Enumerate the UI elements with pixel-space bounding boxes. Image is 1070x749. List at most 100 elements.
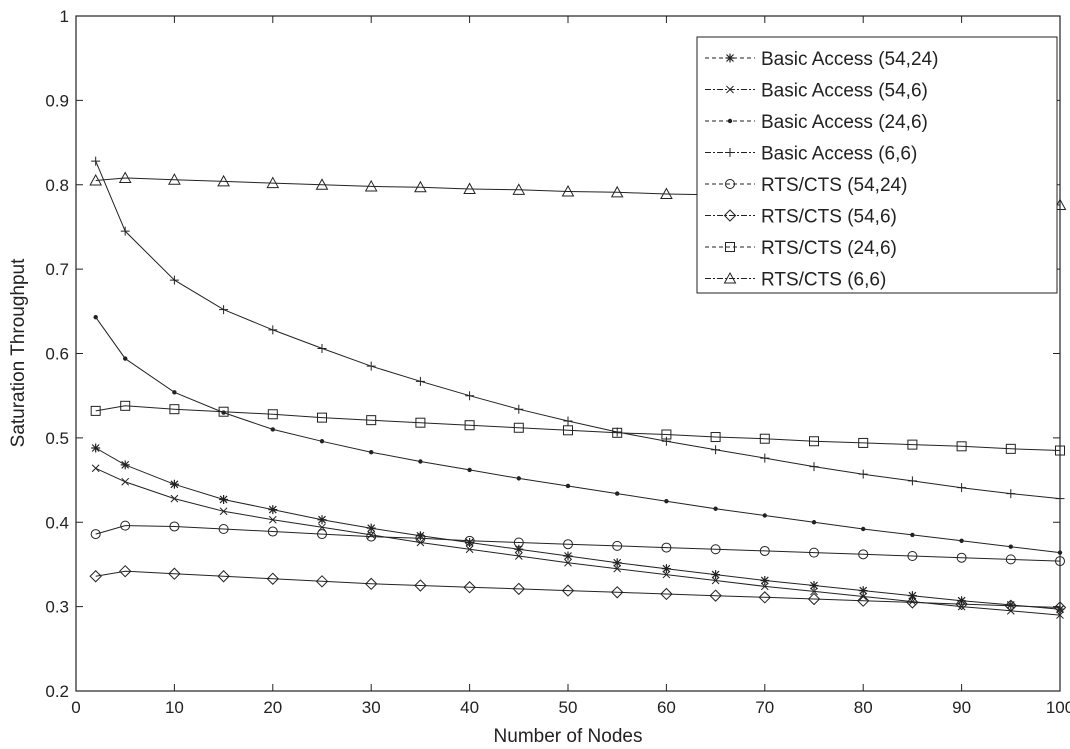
dot-marker bbox=[727, 118, 733, 124]
x-tick-label: 0 bbox=[71, 698, 80, 717]
diamond-marker bbox=[118, 564, 132, 578]
dot-marker bbox=[516, 476, 521, 481]
plus-marker bbox=[415, 376, 425, 386]
star-marker bbox=[725, 53, 735, 63]
dot-marker bbox=[910, 532, 915, 538]
plus-marker bbox=[169, 275, 179, 285]
circle-marker bbox=[120, 520, 131, 531]
diamond-marker bbox=[955, 597, 968, 611]
dot-marker bbox=[221, 410, 226, 415]
star-marker bbox=[366, 523, 376, 533]
star-marker bbox=[858, 586, 868, 596]
square-marker bbox=[90, 405, 101, 416]
x-axis-label: Number of Nodes bbox=[494, 726, 643, 747]
circle-marker bbox=[759, 545, 770, 556]
square-marker bbox=[120, 400, 131, 411]
x-tick-label: 20 bbox=[263, 698, 282, 717]
plus-marker bbox=[725, 148, 735, 157]
plus-marker bbox=[809, 462, 819, 472]
square-marker bbox=[169, 404, 180, 415]
legend: Basic Access (54,24) Basic Access (54,6) B… bbox=[696, 36, 1058, 294]
legend-label: Basic Access (54,6) bbox=[761, 81, 928, 102]
circle-marker bbox=[725, 179, 735, 189]
plus-marker bbox=[366, 361, 376, 371]
x-tick-label: 100 bbox=[1046, 698, 1070, 717]
diamond-marker bbox=[414, 579, 427, 592]
legend-entry: RTS/CTS (24,6) bbox=[705, 238, 897, 259]
plus-marker bbox=[317, 343, 327, 353]
circle-marker bbox=[366, 531, 377, 542]
x-marker bbox=[1056, 611, 1064, 619]
star-marker bbox=[219, 494, 229, 504]
diamond-marker bbox=[660, 587, 673, 601]
square-marker bbox=[415, 417, 426, 428]
plus-marker bbox=[268, 325, 278, 335]
x-marker bbox=[219, 507, 228, 516]
diamond-marker bbox=[266, 572, 280, 585]
plus-marker bbox=[219, 305, 229, 315]
plus-marker bbox=[858, 469, 868, 479]
triangle-marker bbox=[266, 176, 280, 189]
circle-marker bbox=[809, 547, 819, 558]
star-marker bbox=[465, 538, 475, 547]
x-marker bbox=[465, 545, 474, 554]
diamond-marker bbox=[807, 592, 821, 606]
plus-marker bbox=[91, 156, 101, 166]
y-axis-label: Saturation Throughput bbox=[8, 258, 29, 447]
legend-label: RTS/CTS (6,6) bbox=[761, 270, 886, 291]
x-tick-label: 10 bbox=[165, 698, 184, 717]
x-tick-label: 80 bbox=[854, 698, 873, 717]
star-marker bbox=[661, 564, 671, 574]
legend-entry: RTS/CTS (54,6) bbox=[705, 207, 897, 228]
square-marker bbox=[1055, 445, 1065, 456]
circle-marker bbox=[907, 551, 918, 561]
dot-marker bbox=[1008, 544, 1013, 549]
legend-entry: Basic Access (54,6) bbox=[705, 81, 928, 102]
legend-entry: RTS/CTS (6,6) bbox=[705, 270, 886, 291]
circle-marker bbox=[415, 533, 426, 544]
circle-marker bbox=[464, 535, 475, 546]
square-marker bbox=[317, 412, 327, 423]
star-marker bbox=[1055, 604, 1065, 614]
circle-marker bbox=[90, 529, 101, 540]
plus-marker bbox=[957, 483, 967, 493]
x-marker bbox=[810, 587, 818, 596]
y-tick-label: 0.9 bbox=[45, 91, 69, 110]
x-marker bbox=[121, 477, 130, 486]
x-marker bbox=[564, 558, 572, 567]
circle-marker bbox=[956, 552, 967, 563]
circle-marker bbox=[513, 537, 524, 548]
square-marker bbox=[907, 439, 918, 450]
star-marker bbox=[91, 443, 101, 453]
series-5 bbox=[89, 564, 1067, 614]
y-tick-label: 0.6 bbox=[45, 345, 69, 364]
dot-marker bbox=[123, 356, 128, 361]
y-tick-label: 1 bbox=[60, 7, 69, 26]
triangle-marker bbox=[512, 183, 526, 195]
plus-marker bbox=[907, 476, 917, 486]
plus-marker bbox=[661, 436, 671, 446]
x-marker bbox=[91, 464, 100, 473]
triangle-marker bbox=[89, 173, 103, 186]
dot-marker bbox=[172, 390, 177, 395]
star-marker bbox=[760, 575, 770, 585]
diamond-marker bbox=[561, 584, 575, 597]
dot-marker bbox=[467, 467, 472, 473]
square-marker bbox=[710, 432, 721, 443]
legend-label: RTS/CTS (54,24) bbox=[761, 175, 907, 196]
square-marker bbox=[267, 409, 278, 420]
dot-marker bbox=[418, 459, 423, 464]
dot-marker bbox=[1057, 550, 1063, 555]
star-marker bbox=[612, 558, 622, 568]
star-marker bbox=[415, 531, 425, 541]
legend-label: Basic Access (6,6) bbox=[761, 144, 917, 165]
plus-marker bbox=[612, 427, 622, 437]
star-marker bbox=[563, 551, 573, 561]
dot-marker bbox=[762, 513, 767, 518]
triangle-marker bbox=[414, 180, 427, 193]
series-6 bbox=[90, 400, 1065, 456]
legend-label: RTS/CTS (54,6) bbox=[761, 207, 897, 228]
square-marker bbox=[513, 422, 524, 433]
legend-entry: Basic Access (6,6) bbox=[705, 144, 917, 165]
dot-marker bbox=[270, 427, 275, 432]
